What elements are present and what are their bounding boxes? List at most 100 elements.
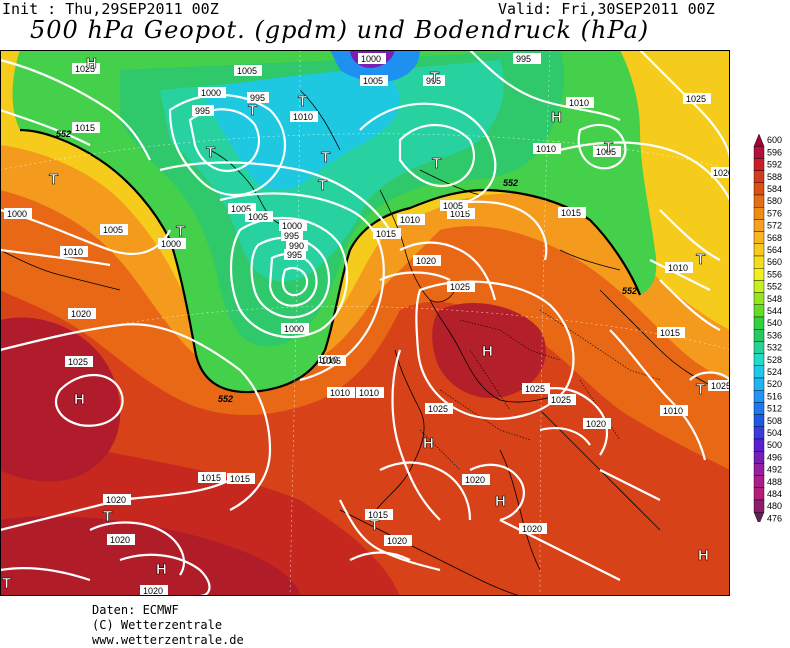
pressure-label: 1025 [551,395,571,405]
pressure-label: 1010 [400,215,420,225]
color-legend: 600 596 592 588 584 580 576 572 568 564 560 556 552 5… [753,133,782,522]
legend-swatch [753,365,765,379]
pressure-label: 1010 [318,355,338,365]
pressure-label: 1020 [143,586,163,596]
pressure-label: 1015 [368,510,388,520]
legend-level-label: 488 [767,477,782,487]
weather-map: 1025 1000 995 1005 995 1010 1000 995 995… [0,50,730,596]
legend-level-label: 484 [767,489,782,499]
low-mark: T [318,177,327,194]
legend-level-label: 584 [767,184,782,194]
legend-swatch [753,353,765,367]
init-time: Init : Thu,29SEP2011 00Z [2,0,219,18]
high-mark: H [482,343,493,360]
pressure-label: 1015 [75,123,95,133]
gpdm-label: 552 [622,286,637,296]
legend-swatch [753,499,765,513]
pressure-label: 1015 [230,474,250,484]
pressure-label: 1010 [63,247,83,257]
high-core-central-europe [432,302,546,399]
pressure-label: 1010 [293,112,313,122]
pressure-label: 1015 [561,208,581,218]
pressure-label: 995 [250,93,265,103]
legend-level-label: 588 [767,172,782,182]
pressure-label: 1025 [428,404,448,414]
pressure-label: 1010 [330,388,350,398]
legend-swatch [753,267,765,281]
gpdm-label-group: 552 552 552 552 [56,129,637,404]
legend-swatch [753,341,765,354]
high-mark: H [698,547,709,564]
legend-swatch [753,328,765,342]
legend-level-label: 504 [767,428,782,438]
pressure-label: 1025 [450,282,470,292]
legend-swatch [753,243,765,257]
legend-level-label: 500 [767,440,782,450]
pressure-label: 1020 [586,419,606,429]
legend-swatch [753,292,765,306]
low-mark-group: T T T T T T T T T T T T T T T [2,69,706,593]
pressure-label: 1020 [110,535,130,545]
pressure-label-group: 1025 1000 995 1005 995 1010 1000 995 995… [4,53,730,596]
pressure-label: 1000 [284,324,304,334]
legend-swatch [753,426,765,440]
pressure-label: 1025 [75,64,95,74]
credit-data-source: Daten: ECMWF [92,603,179,617]
pressure-label: 1010 [569,98,589,108]
legend-level-label: 528 [767,355,782,365]
low-mark: T [696,251,705,268]
legend-level-label: 544 [767,306,782,316]
legend-level-label: 576 [767,208,782,218]
legend-level-label: 580 [767,196,782,206]
legend-level-label: 540 [767,318,782,328]
low-mark: T [696,381,705,398]
legend-swatch [753,414,765,428]
legend-swatch [753,487,765,501]
legend-swatch [753,219,765,232]
pressure-label: 1000 [361,54,381,64]
gpdm-label: 552 [218,394,233,404]
pressure-label: 995 [426,76,441,86]
legend-level-label: 496 [767,452,782,462]
credit-website: www.wetterzentrale.de [92,633,244,647]
pressure-label: 1015 [660,328,680,338]
legend-level-label: 552 [767,282,782,292]
legend-level-label: 532 [767,343,782,353]
legend-swatch [753,170,765,183]
low-mark: T [176,223,185,240]
pressure-label: 1020 [387,536,407,546]
legend-swatch [753,402,765,415]
legend-level-label: 524 [767,367,782,377]
legend-level-label: 476 [767,513,782,522]
pressure-label: 1020 [416,256,436,266]
high-mark: H [156,561,167,578]
legend-level-label: 556 [767,269,782,279]
legend-swatch [753,182,765,196]
pressure-label: 1025 [68,357,88,367]
legend-swatch [753,304,765,318]
pressure-label: 1015 [376,229,396,239]
gpdm-label: 552 [503,178,518,188]
legend-swatch [753,377,765,391]
gpdm-label: 552 [56,129,71,139]
high-mark: H [551,109,562,126]
low-mark: T [248,102,257,119]
legend-swatch [753,280,765,293]
map-title: 500 hPa Geopot. (gpdm) und Bodendruck (h… [30,16,650,44]
pressure-label: 1020 [713,168,730,178]
low-mark: T [298,93,307,110]
legend-swatch [753,438,765,452]
legend-level-label: 508 [767,416,782,426]
map-frame [0,50,730,596]
legend-swatch [753,231,765,244]
credits: Daten: ECMWF (C) Wetterzentrale www.wett… [92,603,244,648]
legend-swatch [753,158,765,171]
pressure-label: 995 [287,250,302,260]
legend-swatch [753,451,765,464]
pressure-label: 1000 [282,221,302,231]
low-mark: T [49,171,58,188]
pressure-label: 1015 [201,473,221,483]
legend-level-label: 516 [767,391,782,401]
pressure-label: 1005 [596,147,616,157]
pressure-label: 1005 [248,212,268,222]
